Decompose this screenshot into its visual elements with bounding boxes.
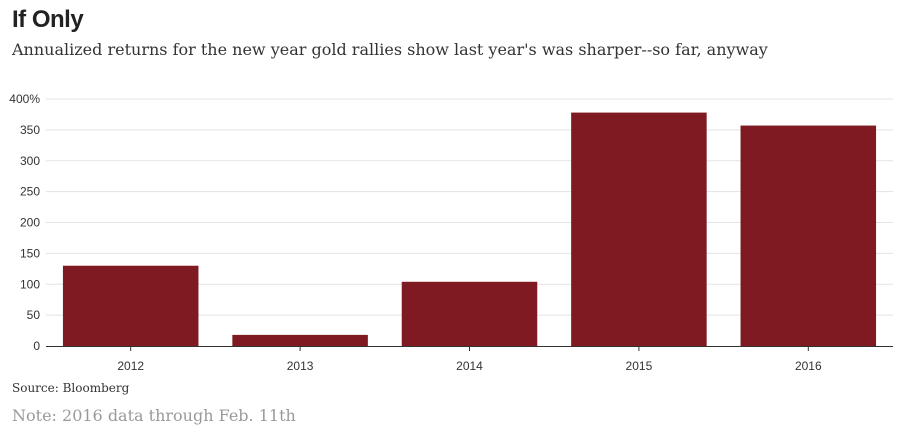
bar-2013 <box>232 334 368 346</box>
y-tick-label: 100 <box>20 277 40 291</box>
x-tick-label: 2012 <box>117 359 144 373</box>
x-tick-label: 2016 <box>795 359 822 373</box>
source-label: Source: Bloomberg <box>12 381 130 395</box>
bar-2015 <box>571 112 707 347</box>
note-label: Note: 2016 data through Feb. 11th <box>12 406 296 425</box>
bar-2016 <box>740 125 877 347</box>
x-tick-label: 2014 <box>456 359 483 373</box>
y-tick-label: 350 <box>20 123 40 137</box>
bars <box>62 112 877 347</box>
y-tick-label: 250 <box>20 185 40 199</box>
x-tick-label: 2015 <box>626 359 653 373</box>
y-tick-label: 400% <box>9 92 40 106</box>
x-tick-label: 2013 <box>287 359 314 373</box>
chart-title: If Only <box>12 6 84 33</box>
y-tick-label: 300 <box>20 154 40 168</box>
bar-2012 <box>62 265 199 346</box>
y-tick-label: 200 <box>20 216 40 230</box>
y-tick-label: 150 <box>20 246 40 260</box>
bar-2014 <box>401 281 538 346</box>
x-axis-ticks: 2012 2013 2014 2015 2016 <box>117 346 822 373</box>
y-tick-label: 50 <box>27 308 41 322</box>
y-tick-label: 0 <box>33 339 40 353</box>
chart-subtitle: Annualized returns for the new year gold… <box>12 40 768 59</box>
y-axis-ticks: 0 50 100 150 200 250 300 350 400% <box>9 92 40 353</box>
